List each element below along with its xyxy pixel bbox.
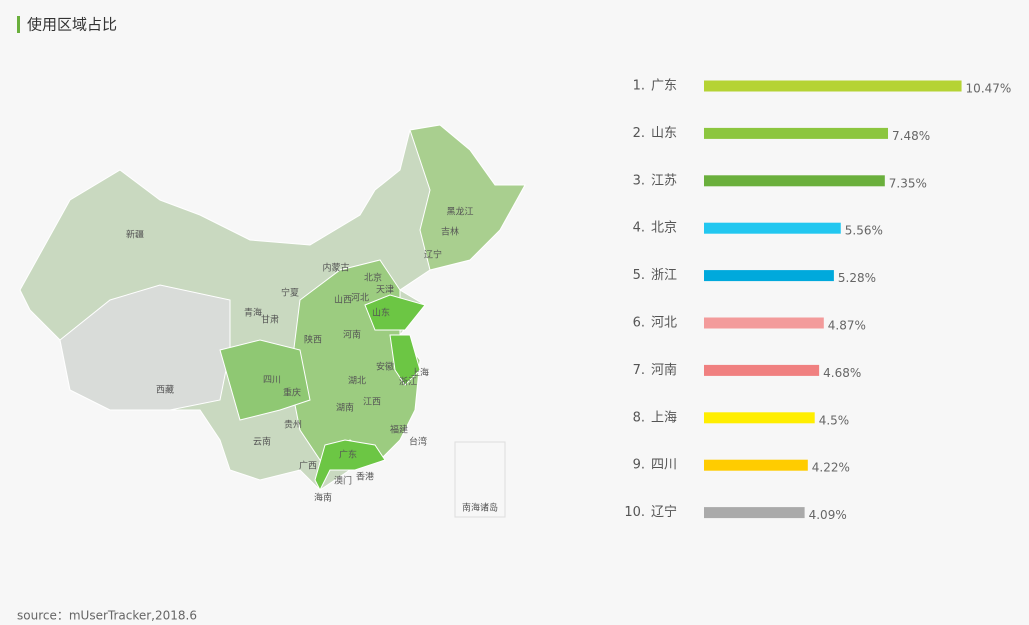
rank: 9. [633, 458, 645, 473]
province-label: 山东 [372, 307, 390, 319]
province-label: 江西 [363, 397, 381, 408]
category-label: 广东 [651, 79, 677, 94]
province-label: 吉林 [441, 226, 459, 238]
province-label: 澳门 [334, 475, 352, 487]
province-label: 黑龙江 [446, 206, 473, 218]
bar [704, 412, 815, 424]
province-label: 天津 [376, 285, 394, 296]
region-shandong [364, 294, 426, 331]
province-label: 广西 [299, 460, 317, 472]
bar [704, 222, 841, 234]
value-label: 4.5% [819, 413, 850, 427]
region-xizang [59, 284, 231, 411]
bar [704, 459, 808, 471]
region-sichuan [219, 339, 311, 421]
province-label: 广东 [339, 449, 357, 461]
region-guangdong [314, 439, 386, 492]
province-label: 重庆 [283, 387, 301, 399]
title-marker [17, 16, 20, 33]
province-label: 贵州 [284, 419, 302, 431]
category-label: 浙江 [651, 268, 677, 283]
province-label: 辽宁 [424, 249, 442, 261]
province-label: 海南 [314, 492, 332, 504]
bar [704, 175, 885, 187]
province-label: 青海 [244, 307, 262, 319]
map: 南海诸岛 [19, 124, 526, 518]
province-label: 山西 [334, 295, 352, 306]
rank: 8. [633, 410, 645, 425]
rank: 5. [633, 268, 645, 283]
category-label: 上海 [651, 410, 677, 425]
category-label: 山东 [651, 126, 677, 141]
value-label: 4.09% [809, 508, 847, 522]
category-label: 北京 [651, 221, 677, 236]
province-label: 陕西 [304, 334, 322, 346]
rank: 7. [633, 363, 645, 378]
province-label: 云南 [253, 436, 271, 448]
province-label: 北京 [364, 272, 382, 284]
province-label: 四川 [263, 376, 281, 386]
value-label: 7.35% [889, 176, 927, 190]
category-label: 河南 [651, 362, 677, 378]
rank: 1. [633, 79, 645, 94]
bar [704, 80, 962, 92]
value-label: 5.28% [838, 271, 876, 285]
province-label: 福建 [390, 424, 408, 436]
value-label: 7.48% [892, 129, 930, 143]
rank: 2. [633, 126, 645, 141]
category-label: 四川 [651, 458, 677, 473]
province-label: 台湾 [409, 436, 427, 448]
province-label: 河南 [343, 329, 361, 341]
region-north [409, 124, 526, 271]
value-label: 4.22% [812, 461, 850, 475]
province-label: 宁夏 [281, 287, 299, 299]
value-label: 4.68% [823, 366, 861, 380]
inset-label: 南海诸岛 [462, 502, 498, 514]
bar [704, 317, 824, 329]
province-label: 湖北 [348, 376, 366, 387]
province-label: 内蒙古 [322, 262, 349, 274]
region-jiangsu [389, 334, 421, 386]
province-label: 甘肃 [261, 314, 279, 326]
province-label: 安徽 [376, 361, 394, 373]
province-label: 湖南 [336, 402, 354, 414]
category-label: 江苏 [651, 172, 677, 188]
province-label: 河北 [351, 292, 369, 304]
bar [704, 127, 889, 139]
rank: 6. [633, 316, 645, 331]
province-label: 新疆 [126, 229, 144, 241]
bar [704, 364, 820, 376]
source: source：mUserTracker,2018.6 [17, 609, 197, 623]
inset-box [454, 441, 506, 518]
value-label: 5.56% [845, 224, 883, 238]
bar [704, 270, 834, 282]
value-label: 4.87% [828, 319, 866, 333]
bar [704, 507, 805, 519]
province-label: 西藏 [156, 384, 174, 396]
rank: 4. [633, 221, 645, 236]
province-label: 上海 [411, 367, 429, 379]
category-label: 辽宁 [651, 504, 677, 520]
rank: 3. [633, 173, 645, 188]
province-label: 香港 [356, 471, 374, 483]
title: 使用区域占比 [27, 16, 117, 34]
value-label: 10.47% [966, 82, 1012, 96]
rank: 10. [624, 505, 645, 520]
province-label: 浙江 [399, 376, 417, 388]
category-label: 河北 [651, 316, 677, 331]
